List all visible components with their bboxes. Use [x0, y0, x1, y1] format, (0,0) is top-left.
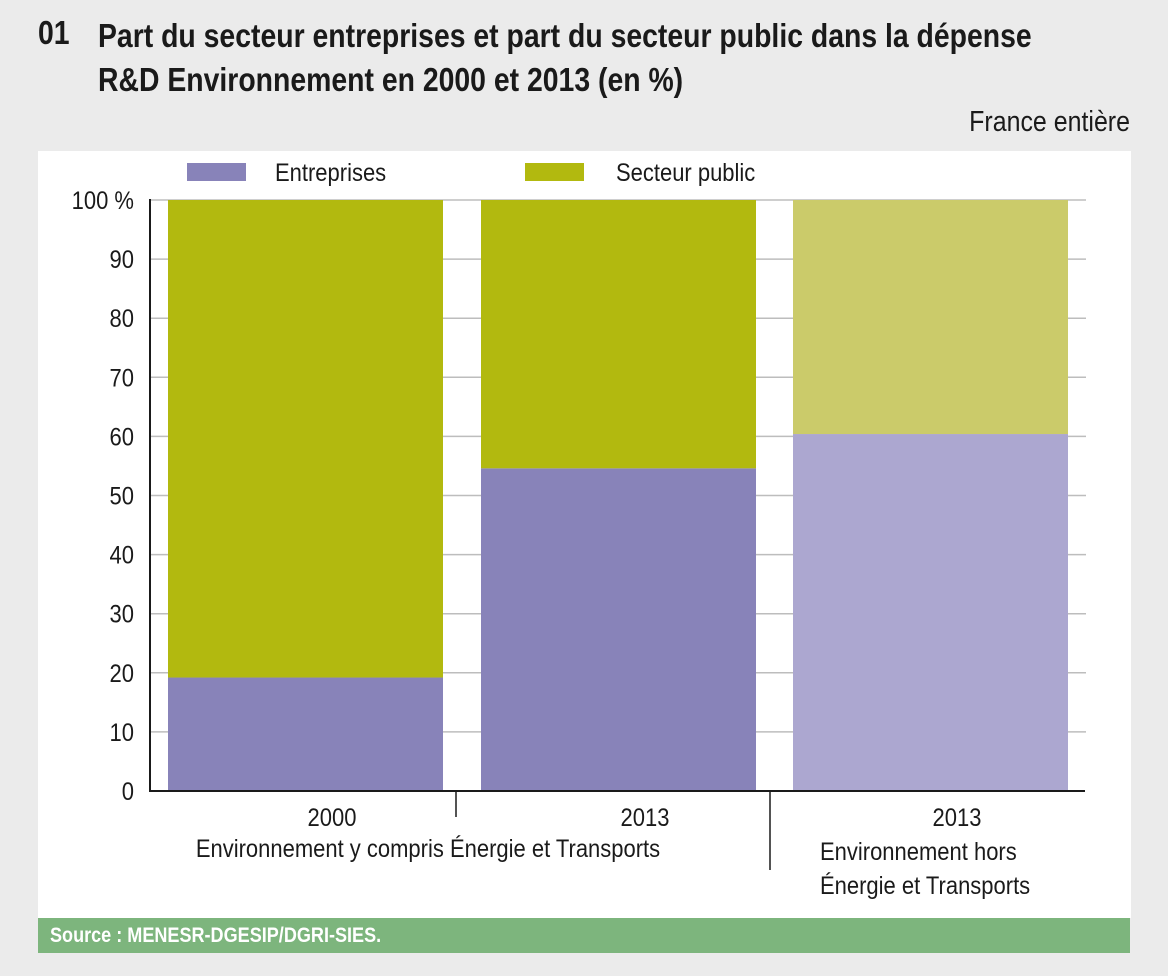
x-tick-labels: 2000 2013 2013 Environnement y compris É… — [196, 804, 1030, 900]
bar-entreprises-2 — [793, 434, 1068, 791]
y-tick-label: 30 — [110, 600, 134, 628]
x-label-2013-b: 2013 — [933, 804, 982, 832]
figure-title: Part du secteur entreprises et part du s… — [98, 14, 1032, 102]
legend-swatch-entreprises — [187, 163, 246, 181]
y-tick-label: 80 — [110, 305, 134, 333]
y-tick-labels: 0 10 20 30 40 50 60 70 80 90 100 % — [72, 187, 134, 806]
y-tick-label: 70 — [110, 364, 134, 392]
bars — [168, 200, 1068, 791]
legend: Entreprises Secteur public — [187, 159, 756, 187]
x-label-2013-a: 2013 — [621, 804, 670, 832]
group-label-1: Environnement y compris Énergie et Trans… — [196, 835, 660, 863]
group-label-2-line-1: Environnement hors — [820, 838, 1017, 866]
y-tick-label: 90 — [110, 246, 134, 274]
y-tick-label: 50 — [110, 482, 134, 510]
y-tick-label: 20 — [110, 660, 134, 688]
bar-entreprises-0 — [168, 677, 443, 791]
bar-secteur-public-0 — [168, 200, 443, 678]
group-label-2-line-2: Énergie et Transports — [820, 872, 1030, 900]
y-tick-label: 60 — [110, 423, 134, 451]
y-tick-label: 0 — [122, 778, 134, 806]
geographic-scope: France entière — [969, 106, 1130, 138]
y-tick-label: 100 % — [72, 187, 134, 215]
y-tick-label: 40 — [110, 541, 134, 569]
source-text: Source : MENESR-DGESIP/DGRI-SIES. — [50, 924, 382, 947]
source-bar: Source : MENESR-DGESIP/DGRI-SIES. — [38, 918, 1130, 953]
bar-secteur-public-1 — [481, 200, 756, 469]
figure-number: 01 — [38, 14, 70, 51]
y-tick-label: 10 — [110, 719, 134, 747]
bar-secteur-public-2 — [793, 200, 1068, 435]
axes — [149, 199, 1085, 870]
legend-label-secteur-public: Secteur public — [616, 159, 756, 187]
bar-entreprises-1 — [481, 468, 756, 791]
title-line-1: Part du secteur entreprises et part du s… — [98, 17, 1032, 54]
x-label-2000: 2000 — [308, 804, 357, 832]
legend-swatch-secteur-public — [525, 163, 584, 181]
legend-label-entreprises: Entreprises — [275, 159, 386, 187]
title-line-2: R&D Environnement en 2000 et 2013 (en %) — [98, 61, 684, 98]
